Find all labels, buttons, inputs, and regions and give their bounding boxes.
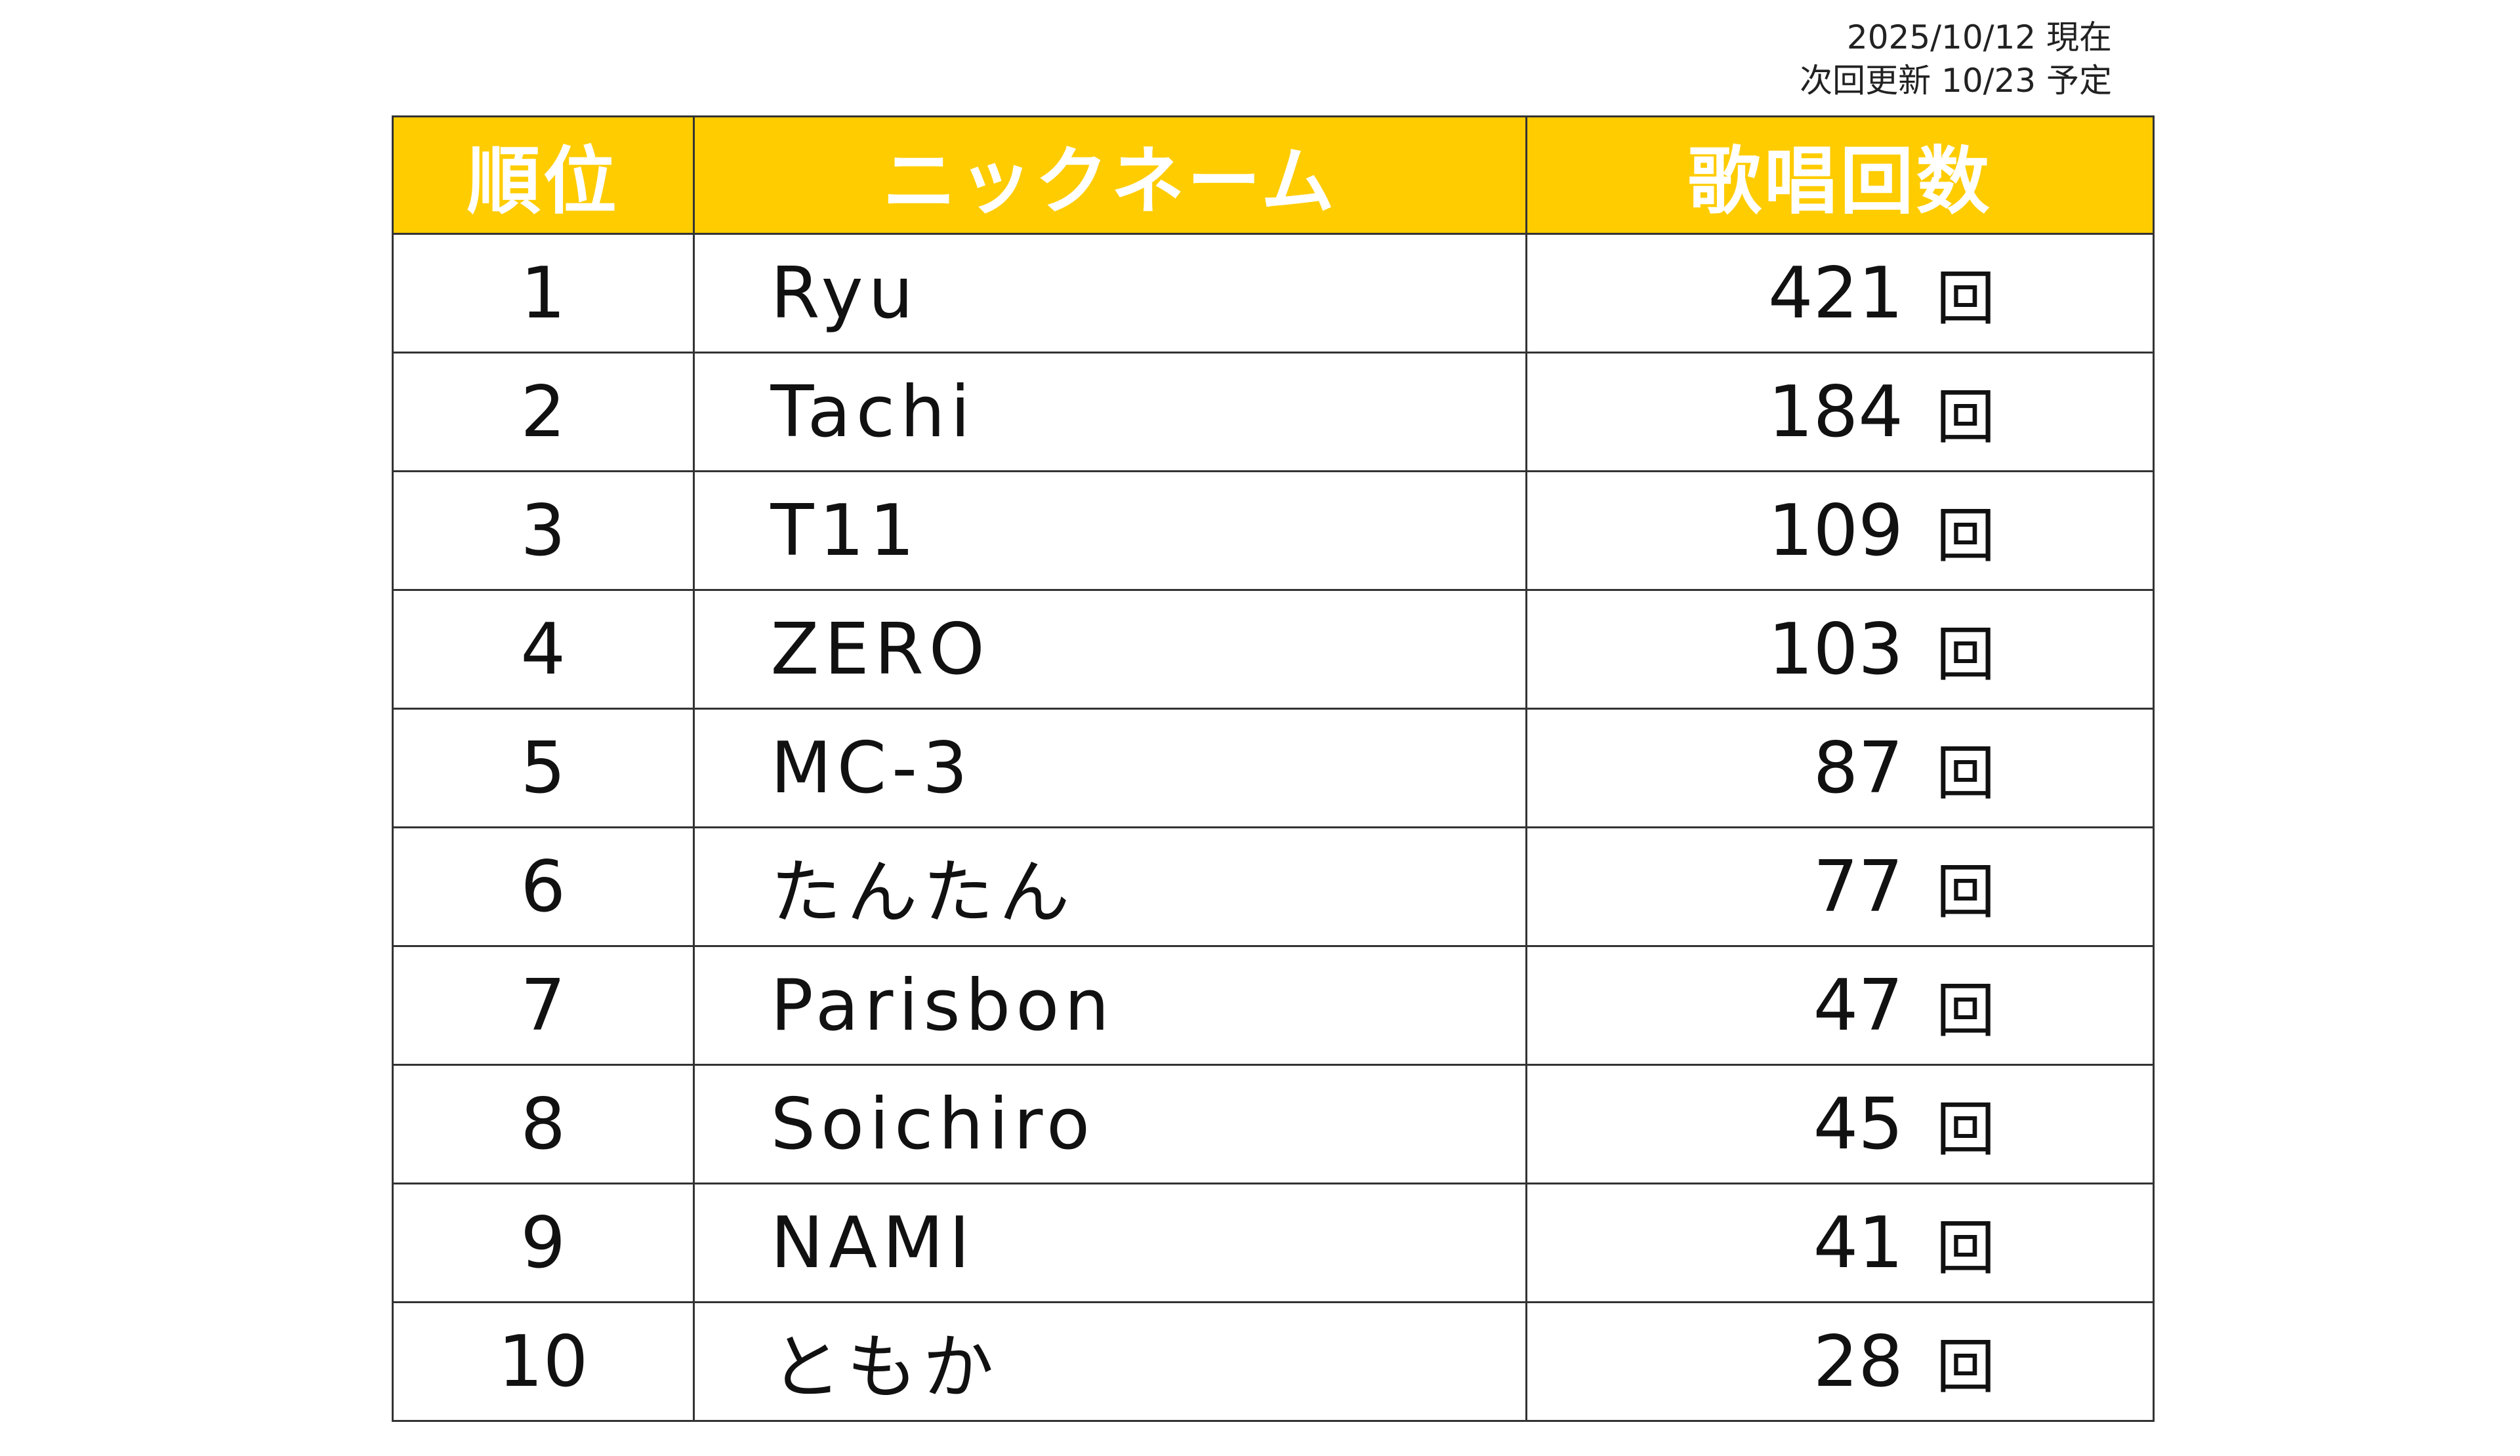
- update-note: 2025/10/12 現在 次回更新 10/23 予定: [1800, 16, 2112, 102]
- count-cell: 41 回: [1525, 1183, 2155, 1303]
- nickname-cell: MC-3: [692, 708, 1527, 828]
- count-unit: 回: [1936, 264, 1995, 333]
- header-nickname: ニックネーム: [692, 115, 1527, 235]
- rank-cell: 10: [392, 1301, 695, 1422]
- rank-cell: 5: [392, 708, 695, 828]
- as-of-date: 2025/10/12 現在: [1846, 18, 2112, 56]
- table-row: 1 Ryu 421 回: [392, 233, 2155, 354]
- count-cell: 87 回: [1525, 708, 2155, 828]
- table-row: 8 Soichiro 45 回: [392, 1064, 2155, 1184]
- header-count: 歌唱回数: [1525, 115, 2155, 235]
- count-unit: 回: [1936, 1333, 1995, 1402]
- header-rank: 順位: [392, 115, 695, 235]
- count-cell: 184 回: [1525, 352, 2155, 472]
- nickname-cell: Ryu: [692, 233, 1527, 354]
- nickname-cell: NAMI: [692, 1183, 1527, 1303]
- nickname-cell: Parisbon: [692, 945, 1527, 1066]
- next-update-date: 次回更新 10/23 予定: [1800, 62, 2112, 100]
- count-unit: 回: [1936, 1214, 1995, 1283]
- table-row: 7 Parisbon 47 回: [392, 945, 2155, 1066]
- ranking-table: 順位 ニックネーム 歌唱回数 1 Ryu 421 回 2 Tachi 184 回 3…: [392, 115, 2155, 1422]
- rank-cell: 6: [392, 826, 695, 947]
- count-value: 103: [1767, 608, 1903, 691]
- rank-cell: 3: [392, 470, 695, 591]
- count-unit: 回: [1936, 977, 1995, 1045]
- table-row: 9 NAMI 41 回: [392, 1183, 2155, 1303]
- count-unit: 回: [1936, 620, 1995, 689]
- count-unit: 回: [1936, 858, 1995, 927]
- nickname-cell: Tachi: [692, 352, 1527, 472]
- table-row: 3 T11 109 回: [392, 470, 2155, 591]
- count-cell: 47 回: [1525, 945, 2155, 1066]
- rank-cell: 8: [392, 1064, 695, 1184]
- count-value: 28: [1813, 1320, 1903, 1403]
- rank-cell: 4: [392, 589, 695, 710]
- count-unit: 回: [1936, 739, 1995, 808]
- count-unit: 回: [1936, 502, 1995, 571]
- table-row: 4 ZERO 103 回: [392, 589, 2155, 710]
- table-row: 5 MC-3 87 回: [392, 708, 2155, 828]
- count-value: 87: [1813, 727, 1903, 809]
- count-value: 77: [1813, 845, 1903, 928]
- nickname-cell: T11: [692, 470, 1527, 591]
- count-cell: 28 回: [1525, 1301, 2155, 1422]
- table-row: 10 ともか 28 回: [392, 1301, 2155, 1422]
- table-row: 2 Tachi 184 回: [392, 352, 2155, 472]
- nickname-cell: ZERO: [692, 589, 1527, 710]
- count-cell: 421 回: [1525, 233, 2155, 354]
- table-row: 6 たんたん 77 回: [392, 826, 2155, 947]
- count-cell: 77 回: [1525, 826, 2155, 947]
- header-row: 順位 ニックネーム 歌唱回数: [392, 115, 2155, 235]
- nickname-cell: Soichiro: [692, 1064, 1527, 1184]
- count-value: 45: [1813, 1083, 1903, 1165]
- nickname-cell: ともか: [692, 1301, 1527, 1422]
- count-value: 421: [1767, 252, 1903, 334]
- nickname-cell: たんたん: [692, 826, 1527, 947]
- count-cell: 45 回: [1525, 1064, 2155, 1184]
- count-value: 109: [1767, 489, 1903, 572]
- count-cell: 103 回: [1525, 589, 2155, 710]
- count-unit: 回: [1936, 383, 1995, 452]
- rank-cell: 2: [392, 352, 695, 472]
- rank-cell: 7: [392, 945, 695, 1066]
- rank-cell: 9: [392, 1183, 695, 1303]
- count-value: 47: [1813, 964, 1903, 1047]
- count-cell: 109 回: [1525, 470, 2155, 591]
- rank-cell: 1: [392, 233, 695, 354]
- count-value: 184: [1767, 371, 1903, 453]
- count-value: 41: [1813, 1202, 1903, 1284]
- count-unit: 回: [1936, 1095, 1995, 1164]
